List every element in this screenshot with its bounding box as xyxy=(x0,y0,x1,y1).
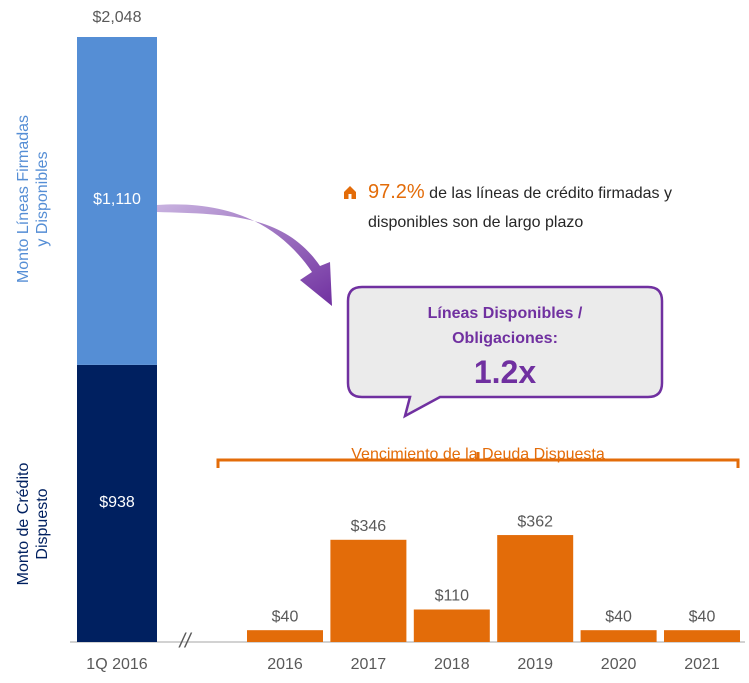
bar xyxy=(664,630,740,642)
data-label: $40 xyxy=(689,608,716,625)
x-tick-label: 2021 xyxy=(684,656,720,673)
data-label: $40 xyxy=(605,608,632,625)
x-tick-label: 2017 xyxy=(351,656,387,673)
series-label: Monto Líneas Firmadas y Disponibles xyxy=(15,114,51,284)
data-label: $938 xyxy=(99,494,135,511)
x-tick-label: 1Q 2016 xyxy=(86,656,147,673)
note-icon xyxy=(344,186,356,199)
bar xyxy=(497,535,574,642)
total-label: $2,048 xyxy=(93,9,142,26)
x-tick-label: 2019 xyxy=(517,656,553,673)
data-label: $346 xyxy=(351,518,387,535)
arrow xyxy=(157,204,332,306)
note-icon xyxy=(348,194,352,199)
axis-break: // xyxy=(177,630,193,652)
bracket-label: Vencimiento de la Deuda Dispuesta xyxy=(351,446,605,463)
bar-segment xyxy=(77,37,157,365)
bar xyxy=(330,539,407,642)
x-tick-label: 2018 xyxy=(434,656,470,673)
bar-segment xyxy=(77,364,157,642)
callout-value: 1.2x xyxy=(473,354,537,390)
data-label: $362 xyxy=(517,513,553,530)
x-tick-label: 2016 xyxy=(267,656,303,673)
callout-title: Líneas Disponibles / Obligaciones: xyxy=(427,305,583,347)
series-label: Monto de Crédito Dispuesto xyxy=(15,462,51,586)
bracket xyxy=(216,452,740,468)
x-tick-label: 2020 xyxy=(601,656,637,673)
note-highlight: 97.2% xyxy=(368,181,425,203)
bar xyxy=(247,630,323,642)
bar xyxy=(580,630,657,642)
note-text: de las líneas de crédito firmadas y disp… xyxy=(368,185,672,231)
callout-box xyxy=(346,285,664,419)
data-label: $1,110 xyxy=(93,191,141,208)
data-label: $110 xyxy=(435,588,470,605)
data-label: $40 xyxy=(272,608,299,625)
bar xyxy=(413,609,490,642)
note: 97.2% de las líneas de crédito firmadas … xyxy=(368,178,688,237)
